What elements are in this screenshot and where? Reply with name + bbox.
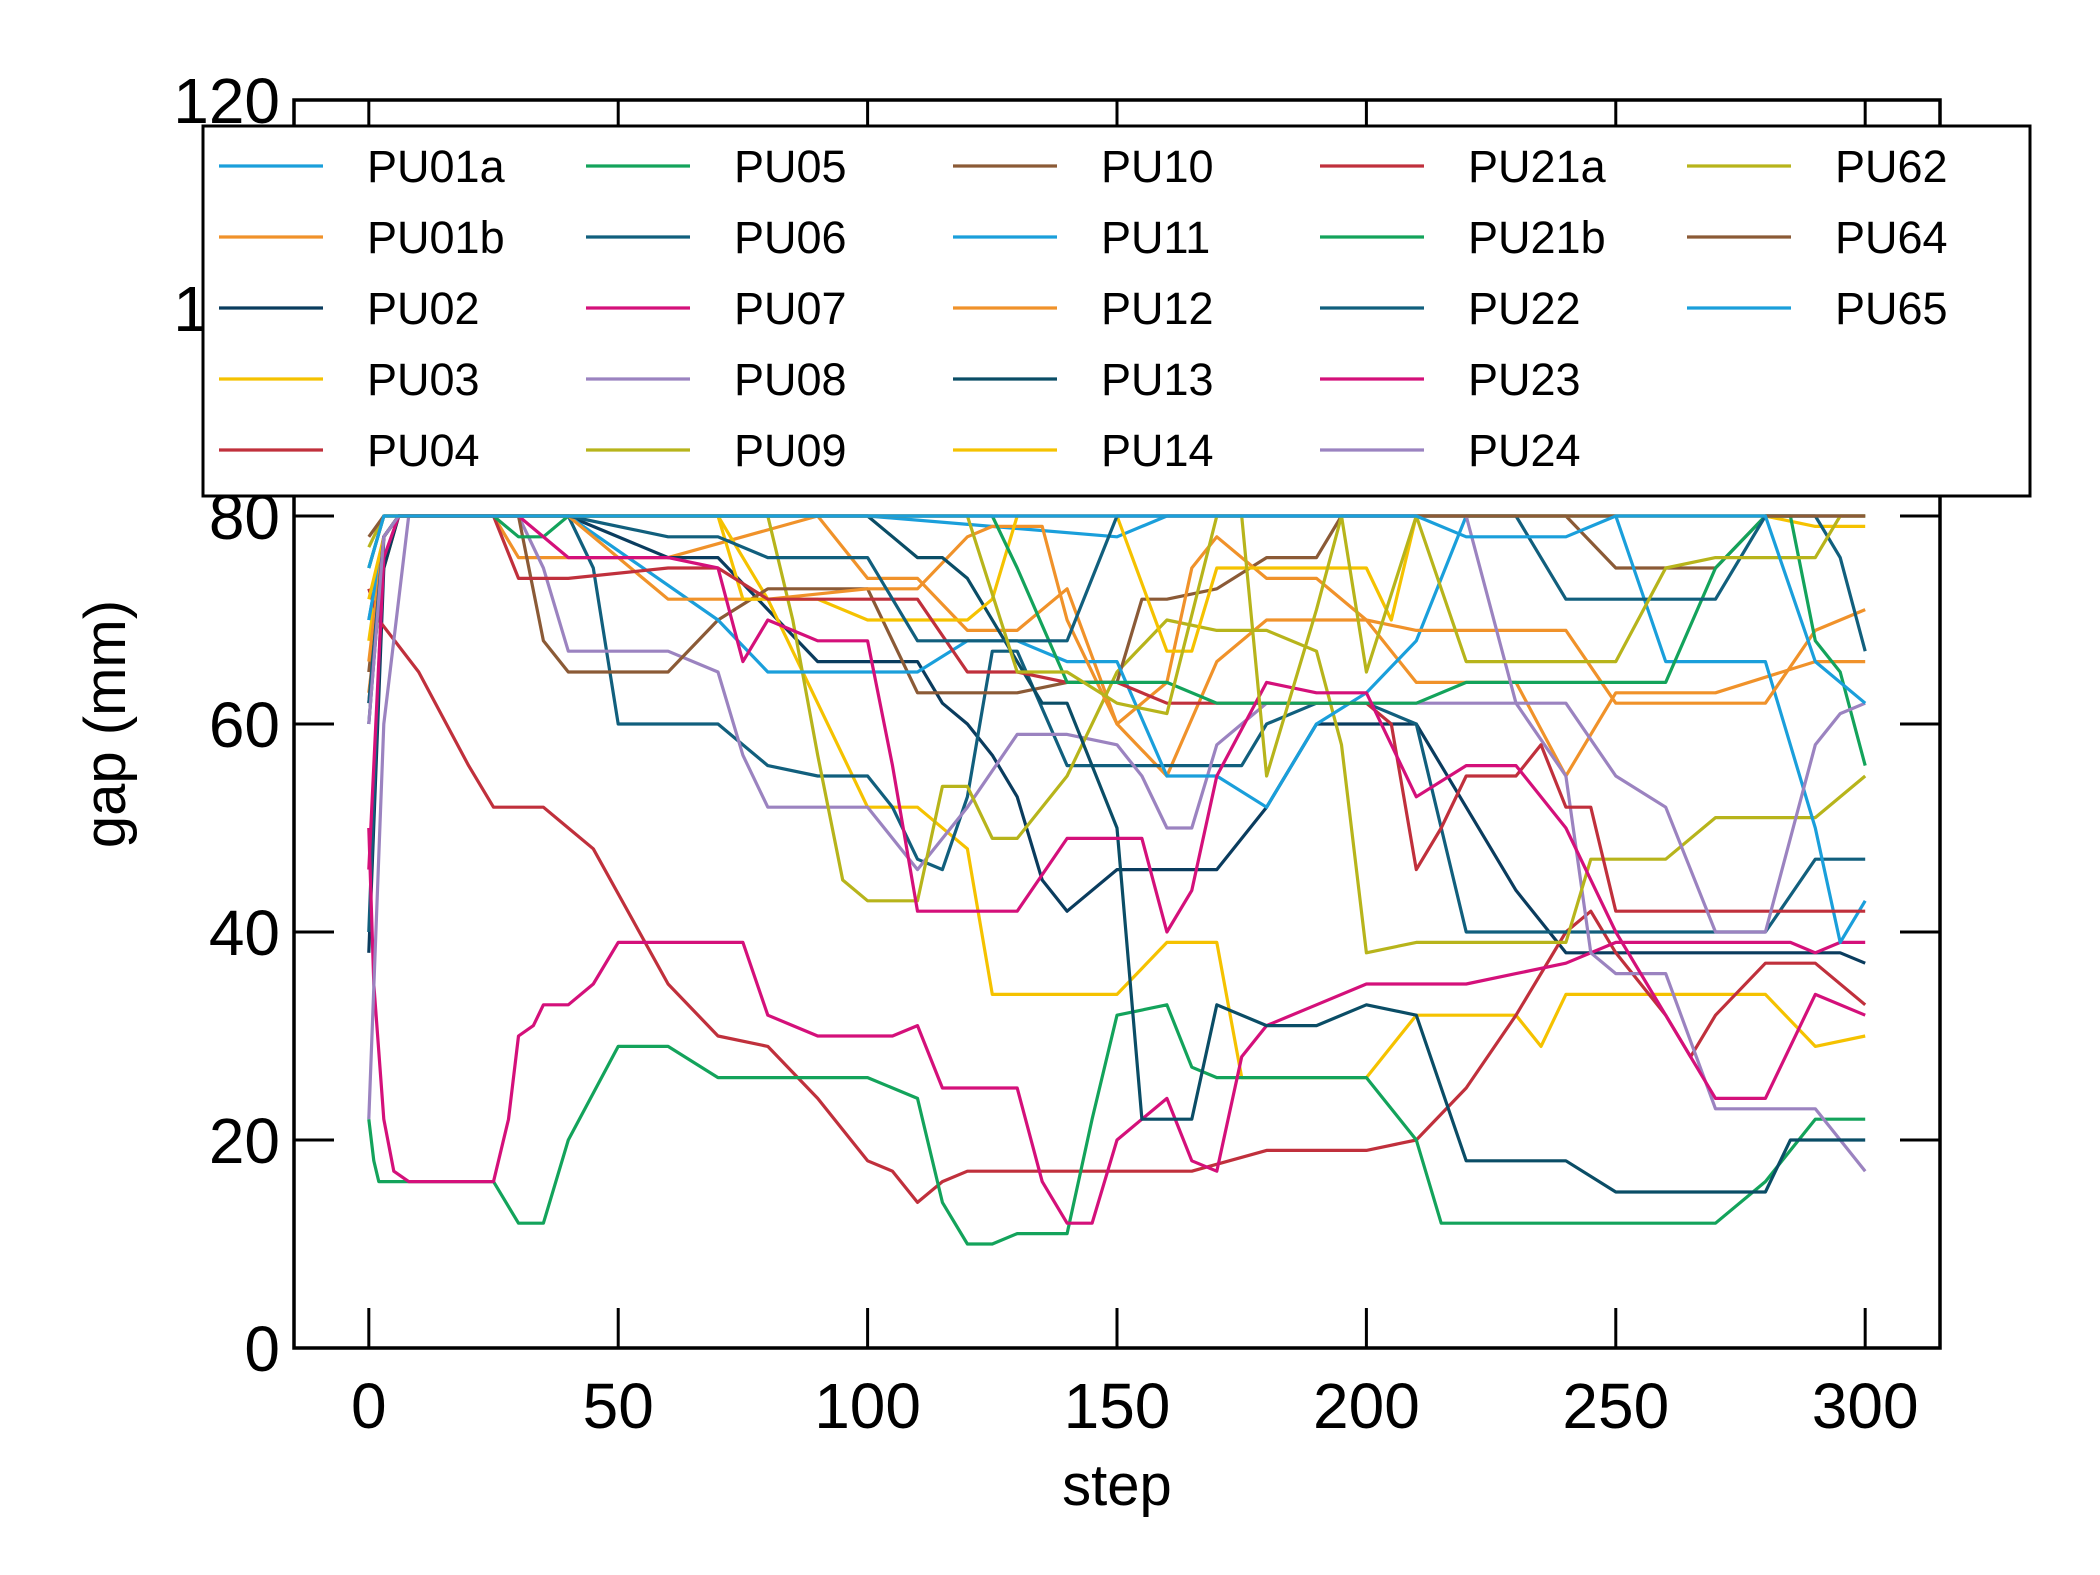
series-line-pu65: [367, 514, 1867, 705]
plot-lines: [367, 514, 1867, 1246]
x-tick-label: 200: [1313, 1370, 1420, 1442]
legend: PU01a PU01b PU02 PU03 PU04 PU05 PU06 PU07 PU08 PU…: [201, 124, 2032, 498]
x-axis-label: step: [1062, 1453, 1172, 1518]
legend-label-pu07: PU07: [734, 283, 847, 334]
legend-label-pu64: PU64: [1835, 212, 1948, 263]
legend-label-pu12: PU12: [1101, 283, 1214, 334]
x-tick-label: 300: [1812, 1370, 1919, 1442]
legend-label-pu23: PU23: [1468, 354, 1581, 405]
series-line-pu23: [367, 514, 1866, 1101]
legend-label-pu01b: PU01b: [367, 212, 505, 263]
x-tick-label: 250: [1562, 1370, 1669, 1442]
legend-label-pu04: PU04: [367, 425, 480, 476]
legend-label-pu21a: PU21a: [1468, 141, 1607, 192]
legend-label-pu21b: PU21b: [1468, 212, 1606, 263]
legend-label-pu13: PU13: [1101, 354, 1214, 405]
series-line-pu07: [367, 827, 1866, 1225]
series-line-pu05: [367, 1003, 1866, 1246]
y-tick-label: 60: [209, 689, 280, 761]
legend-label-pu08: PU08: [734, 354, 847, 405]
legend-label-pu24: PU24: [1468, 425, 1581, 476]
x-tick-label: 0: [351, 1370, 387, 1442]
legend-box: [201, 124, 2032, 498]
legend-label-pu62: PU62: [1835, 141, 1948, 192]
legend-label-pu65: PU65: [1835, 283, 1948, 334]
legend-label-pu09: PU09: [734, 425, 847, 476]
legend-label-pu05: PU05: [734, 141, 847, 192]
x-tick-label: 150: [1064, 1370, 1171, 1442]
legend-label-pu11: PU11: [1101, 212, 1210, 263]
legend-label-pu03: PU03: [367, 354, 480, 405]
series-line-pu09: [367, 514, 1867, 955]
series-line-pu01b: [367, 514, 1866, 778]
axis-ticks: [294, 98, 1940, 1350]
x-tick-label: 50: [583, 1370, 654, 1442]
legend-label-pu14: PU14: [1101, 425, 1214, 476]
legend-label-pu06: PU06: [734, 212, 847, 263]
y-tick-label: 20: [209, 1105, 280, 1177]
series-line-pu21b: [367, 514, 1867, 767]
series-line-pu12: [367, 514, 1866, 726]
legend-label-pu02: PU02: [367, 283, 480, 334]
series-line-pu10: [367, 514, 1866, 695]
series-line-pu08: [367, 514, 1867, 1173]
series-line-pu11: [367, 514, 1867, 945]
series-line-pu21a: [367, 514, 1866, 913]
y-axis-label: gap (mm): [73, 600, 138, 848]
legend-label-pu22: PU22: [1468, 283, 1581, 334]
x-tick-label: 100: [814, 1370, 921, 1442]
axis-tick-labels: 050100150200250300020406080100120: [173, 65, 1918, 1442]
legend-label-pu01a: PU01a: [367, 141, 506, 192]
y-tick-label: 40: [209, 897, 280, 969]
legend-label-pu10: PU10: [1101, 141, 1214, 192]
series-line-pu06: [367, 514, 1866, 934]
y-tick-label: 0: [244, 1313, 280, 1385]
